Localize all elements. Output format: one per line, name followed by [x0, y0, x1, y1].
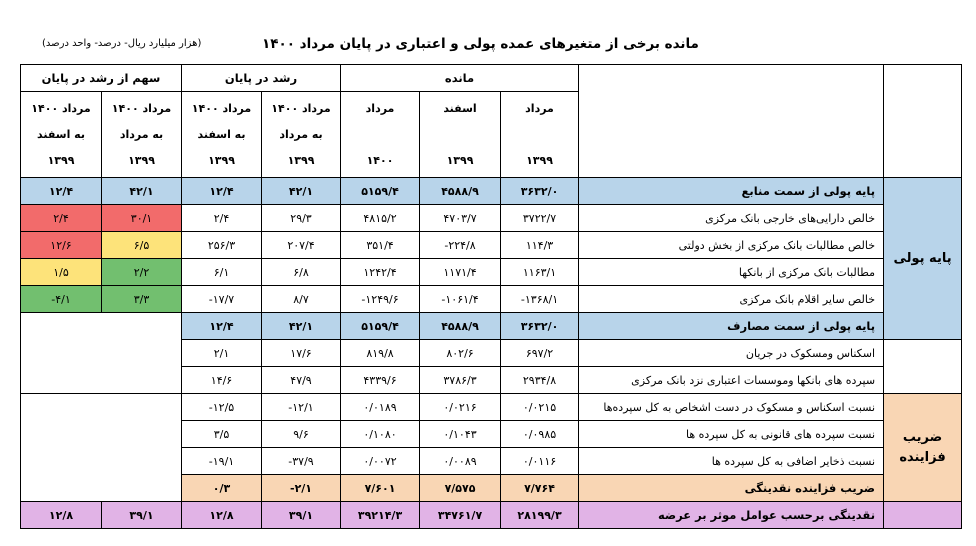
share-col-mordad: مرداد ۱۴۰۰ به مرداد ۱۳۹۹ — [101, 91, 182, 178]
header-row-1: سهم از رشد در پایان رشد در پایان مانده — [20, 64, 963, 178]
row-label: نسبت سپرده های قانونی به کل سپرده ها — [578, 420, 885, 448]
group-blank — [883, 501, 963, 529]
share-col-esfand: مرداد ۱۴۰۰ به اسفند ۱۳۹۹ — [20, 91, 102, 178]
table-row: ۰/۳ -۲/۱ ۷/۶۰۱ ۷/۵۷۵ ۷/۷۶۴ ضریب فزاینده … — [21, 474, 962, 502]
balance-col-mordad-1399: مرداد ۱۳۹۹ — [500, 91, 580, 178]
row-label: خالص سایر اقلام بانک مرکزی — [578, 285, 885, 313]
row-label: پایه پولی از سمت منابع — [578, 177, 885, 205]
header-growth: رشد در پایان — [180, 64, 342, 92]
table-row: ۲/۱ ۱۷/۶ ۸۱۹/۸ ۸۰۲/۶ ۶۹۷/۲ اسکناس ومسکوک… — [21, 339, 963, 394]
table-row: ۱۲/۴ ۴۲/۱ ۵۱۵۹/۴ ۴۵۸۸/۹ ۳۶۳۲/۰ پایه پولی… — [20, 312, 962, 394]
growth-col-esfand: مرداد ۱۴۰۰ به اسفند ۱۳۹۹ — [181, 91, 262, 178]
header-label-blank — [578, 64, 885, 178]
growth-col-mordad: مرداد ۱۴۰۰ به مرداد ۱۳۹۹ — [260, 91, 342, 178]
balance-col-mordad-1400: مرداد ۱۴۰۰ — [340, 91, 421, 178]
table-row: ۱۲/۸ ۳۹/۱ ۱۲/۸ ۳۹/۱ ۳۹۲۱۴/۳ ۳۴۷۶۱/۷ ۲۸۱۹… — [20, 501, 963, 529]
table-row: ۱۴/۶ ۴۷/۹ ۴۳۳۹/۶ ۳۷۸۶/۳ ۲۹۳۴/۸ سپرده های… — [21, 366, 962, 394]
row-label: خالص مطالبات بانک مرکزی از بخش دولتی — [578, 231, 885, 259]
row-label: ضریب فزاینده نقدینگی — [578, 474, 885, 502]
share-blank — [20, 312, 182, 394]
group-multiplier: ضریب فزاینده — [883, 393, 963, 502]
monetary-table: سهم از رشد در پایان رشد در پایان مانده م… — [20, 64, 963, 529]
row-label: نقدینگی برحسب عوامل موثر بر عرضه — [578, 501, 885, 529]
page-title: مانده برخی از متغیرهای عمده پولی و اعتبا… — [262, 36, 699, 52]
header-group-blank — [883, 64, 963, 178]
row-label: نسبت اسکناس و مسکوک در دست اشخاص به کل س… — [578, 393, 885, 421]
group-base-money: پایه پولی — [883, 177, 963, 340]
table-row: ۳/۵ ۹/۶ ۰/۱۰۸۰ ۰/۱۰۴۳ ۰/۰۹۸۵ نسبت سپرده … — [21, 420, 962, 448]
table-row: -۴/۱ ۳/۳ -۱۷/۷ ۸/۷ -۱۲۴۹/۶ -۱۰۶۱/۴ -۱۳۶۸… — [20, 285, 962, 313]
unit-note: (هزار میلیارد ریال- درصد- واحد درصد) — [42, 38, 202, 49]
row-label: خالص دارایی‌های خارجی بانک مرکزی — [578, 204, 885, 232]
row-label: اسکناس ومسکوک در جریان — [578, 339, 885, 367]
group-blank — [883, 339, 963, 394]
table-row: ۱۲/۴ ۴۲/۱ ۱۲/۴ ۴۲/۱ ۵۱۵۹/۴ ۴۵۸۸/۹ ۳۶۳۲/۰… — [20, 177, 963, 340]
header-share: سهم از رشد در پایان — [20, 64, 182, 92]
row-label: نسبت ذخایر اضافی به کل سپرده ها — [578, 447, 885, 475]
row-label: مطالبات بانک مرکزی از بانکها — [578, 258, 885, 286]
table-row: -۱۹/۱ -۳۷/۹ ۰/۰۰۷۲ ۰/۰۰۸۹ ۰/۰۱۱۶ نسبت ذخ… — [21, 447, 962, 475]
table-row: ۱/۵ ۲/۲ ۶/۱ ۶/۸ ۱۲۴۲/۴ ۱۱۷۱/۴ ۱۱۶۳/۱ مطا… — [20, 258, 962, 286]
table-row: -۱۲/۵ -۱۲/۱ ۰/۰۱۸۹ ۰/۰۲۱۶ ۰/۰۲۱۵ نسبت اس… — [20, 393, 963, 502]
share-blank — [20, 393, 182, 502]
row-label: پایه پولی از سمت مصارف — [578, 312, 885, 340]
balance-col-esfand-1399: اسفند ۱۳۹۹ — [419, 91, 502, 178]
header-balance: مانده — [340, 64, 580, 92]
table-row: ۲/۴ ۳۰/۱ ۲/۴ ۲۹/۳ ۴۸۱۵/۲ ۴۷۰۳/۷ ۳۷۲۲/۷ خ… — [20, 204, 962, 232]
table-row: ۱۲/۶ ۶/۵ ۲۵۶/۳ ۲۰۷/۴ ۳۵۱/۴ -۲۲۴/۸ ۱۱۴/۳ … — [20, 231, 962, 259]
row-label: سپرده های بانکها وموسسات اعتباری نزد بان… — [578, 366, 885, 394]
